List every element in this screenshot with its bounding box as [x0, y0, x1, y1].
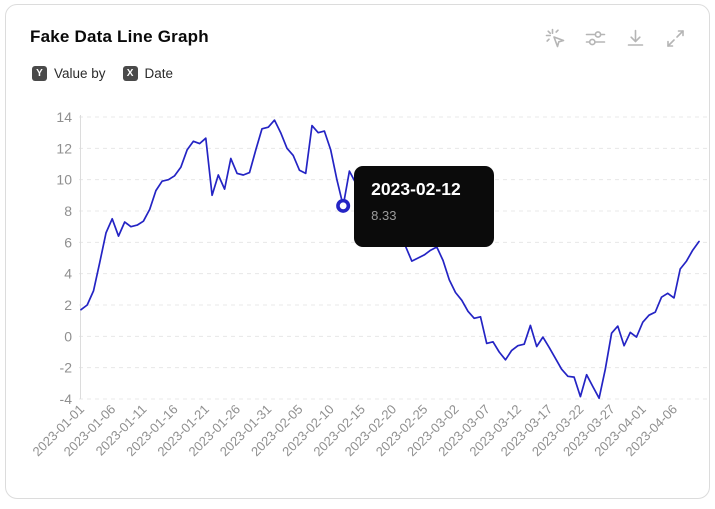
tooltip: 2023-02-12 8.33 — [354, 165, 495, 247]
line-series — [80, 119, 700, 400]
x-axis-legend-label: Date — [144, 66, 174, 81]
magic-cursor-button[interactable] — [544, 27, 567, 50]
y-tick-label: 2 — [64, 297, 72, 313]
axis-legend: Y Value by X Date — [32, 66, 173, 81]
sliders-button[interactable] — [584, 27, 607, 50]
page-title: Fake Data Line Graph — [30, 27, 209, 46]
chart-plot-area[interactable] — [80, 119, 700, 400]
y-tick-label: 14 — [56, 109, 72, 125]
y-axis-labels: 14 12 10 8 6 4 2 0 -2 -4 — [56, 109, 72, 407]
chart-svg: 14 12 10 8 6 4 2 0 -2 -4 2023-01-012023-01-062023… — [29, 109, 707, 460]
expand-icon — [667, 30, 684, 47]
y-tick-label: -2 — [60, 360, 73, 376]
expand-button[interactable] — [664, 27, 687, 50]
y-axis-badge: Y — [32, 66, 47, 81]
download-icon — [627, 29, 644, 46]
sliders-icon — [585, 31, 606, 46]
y-tick-label: 6 — [64, 234, 72, 250]
y-axis-legend-label: Value by — [54, 66, 106, 81]
grid-lines — [79, 116, 707, 400]
y-tick-label: -4 — [60, 391, 73, 407]
y-tick-label: 12 — [56, 140, 72, 156]
x-axis-labels: 2023-01-012023-01-062023-01-112023-01-16… — [29, 402, 680, 460]
chart-toolbar — [544, 27, 687, 50]
y-tick-label: 10 — [56, 172, 72, 188]
tooltip-value: 8.33 — [371, 207, 397, 223]
y-tick-label: 0 — [64, 328, 72, 344]
x-axis-badge: X — [122, 66, 138, 81]
download-button[interactable] — [624, 27, 647, 50]
tooltip-date: 2023-02-12 — [371, 178, 461, 199]
y-tick-label: 4 — [64, 266, 72, 282]
highlight-point-marker[interactable] — [336, 198, 351, 213]
chart-card: Fake Data Line Graph Y Value by X Date — [5, 4, 710, 499]
y-tick-label: 8 — [64, 203, 72, 219]
magic-cursor-icon — [545, 28, 565, 48]
